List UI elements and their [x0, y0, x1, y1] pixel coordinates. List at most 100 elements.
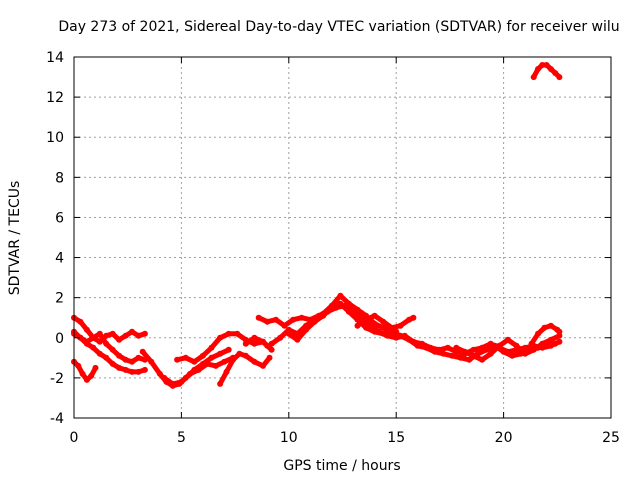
data-point — [116, 364, 123, 371]
data-point — [148, 358, 155, 365]
y-tick-label: 14 — [46, 50, 64, 66]
data-point — [414, 342, 421, 349]
data-point — [264, 318, 271, 325]
data-point — [496, 342, 503, 349]
data-point — [535, 66, 541, 72]
data-point — [156, 370, 163, 377]
data-point — [109, 330, 116, 337]
plot-frame — [73, 56, 612, 419]
data-point — [122, 366, 129, 373]
data-point — [260, 362, 266, 369]
data-point — [116, 336, 123, 343]
data-point — [242, 340, 249, 347]
data-point — [135, 368, 142, 375]
data-point — [298, 314, 305, 321]
data-point — [268, 340, 275, 347]
x-tick-label: 15 — [387, 430, 405, 446]
data-point — [328, 304, 335, 311]
data-point — [290, 316, 297, 323]
data-point — [122, 356, 129, 363]
data-point — [345, 300, 352, 307]
data-point — [547, 322, 554, 329]
data-point — [363, 316, 370, 323]
data-point — [217, 334, 224, 341]
data-point — [96, 350, 103, 357]
axis-ticks — [73, 56, 612, 419]
series-arc-9 — [243, 335, 275, 353]
data-point — [251, 340, 258, 347]
data-point — [83, 326, 90, 333]
data-point — [556, 74, 563, 81]
data-point — [277, 334, 284, 341]
data-point — [431, 348, 438, 355]
data-point — [103, 354, 110, 361]
data-point — [547, 66, 554, 72]
data-point — [77, 334, 84, 341]
data-point — [266, 354, 273, 361]
y-tick-label: 4 — [55, 251, 64, 267]
data-point — [483, 346, 490, 353]
data-point — [178, 378, 185, 385]
data-point — [470, 352, 477, 359]
data-point — [457, 354, 464, 361]
data-point — [466, 356, 473, 363]
data-point — [272, 316, 279, 323]
data-point — [453, 344, 460, 351]
data-point — [406, 336, 413, 343]
data-point — [260, 338, 266, 345]
data-point — [234, 330, 241, 337]
y-tick-label: 2 — [55, 291, 64, 307]
data-point — [109, 360, 116, 367]
data-point — [487, 350, 494, 357]
data-point — [552, 340, 559, 347]
data-point — [479, 356, 486, 363]
data-point — [337, 292, 344, 299]
x-axis-label: GPS time / hours — [283, 458, 400, 474]
y-tick-label: 0 — [55, 331, 64, 347]
data-point — [444, 344, 451, 351]
data-point — [223, 368, 230, 375]
data-point — [303, 326, 309, 333]
data-point — [242, 352, 249, 359]
data-point — [397, 332, 404, 339]
y-tick-label: 8 — [55, 170, 64, 186]
y-tick-label: -4 — [50, 411, 64, 427]
data-point — [535, 330, 541, 337]
data-point — [371, 312, 378, 319]
data-point — [388, 324, 395, 331]
data-point — [541, 324, 548, 331]
data-point — [380, 330, 387, 337]
data-point — [380, 324, 387, 331]
y-tick-label: 6 — [55, 210, 64, 226]
data-point — [552, 70, 559, 76]
y-axis-label: SDTVAR / TECUs — [7, 181, 23, 296]
data-point — [135, 332, 142, 339]
data-point — [354, 306, 361, 313]
data-point — [380, 318, 387, 325]
data-point — [191, 358, 198, 365]
data-point — [539, 340, 546, 347]
data-point — [141, 330, 148, 337]
data-point — [371, 320, 378, 327]
data-point — [129, 358, 135, 365]
data-point — [217, 350, 224, 357]
data-point — [268, 346, 275, 353]
data-point — [79, 370, 86, 377]
data-point — [83, 376, 90, 383]
series-arc-3 — [71, 331, 148, 375]
data-point — [509, 352, 516, 359]
data-point — [83, 340, 90, 347]
y-tick-label: -2 — [50, 371, 64, 387]
data-point — [547, 336, 554, 343]
data-point — [320, 312, 327, 319]
data-point — [217, 380, 224, 387]
y-tick-label: 12 — [46, 90, 64, 106]
data-point — [530, 74, 537, 81]
data-point — [539, 62, 546, 68]
data-point — [354, 322, 361, 329]
data-point — [90, 334, 97, 341]
data-point — [311, 318, 318, 325]
data-point — [221, 358, 228, 365]
data-point — [129, 368, 135, 375]
data-point — [556, 328, 563, 335]
